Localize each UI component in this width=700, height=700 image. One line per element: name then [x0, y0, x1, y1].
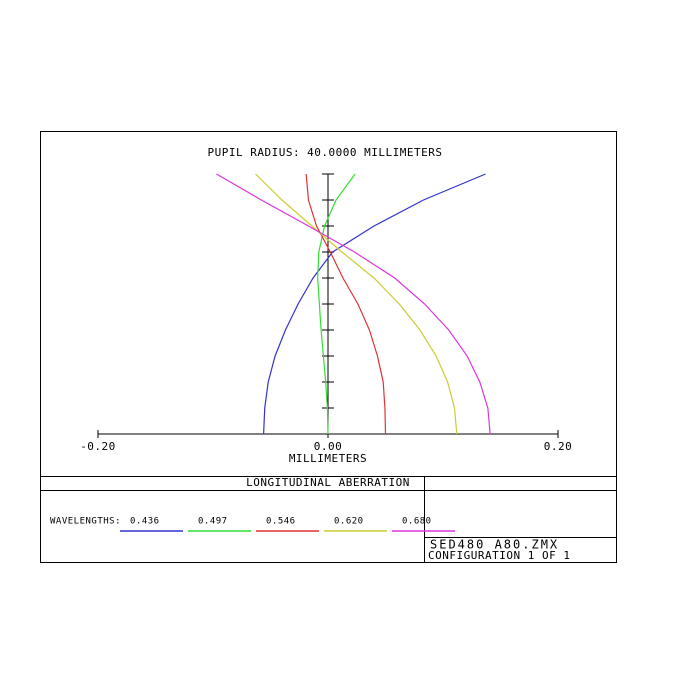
x-axis-label: MILLIMETERS: [289, 452, 367, 465]
legend-entry: 0.436: [130, 517, 160, 527]
configuration: CONFIGURATION 1 OF 1: [428, 549, 570, 562]
legend-entry: 0.680: [402, 517, 432, 527]
legend-entry: 0.620: [334, 517, 364, 527]
legend-label: WAVELENGTHS:: [50, 517, 121, 527]
x-tick-label: 0.00: [314, 440, 343, 453]
aberration-curve: [305, 173, 387, 435]
aberration-curve: [216, 173, 491, 435]
x-tick-label: -0.20: [80, 440, 116, 453]
x-tick-label: 0.20: [544, 440, 573, 453]
aberration-curve: [255, 173, 458, 435]
legend-entry: 0.497: [198, 517, 228, 527]
chart-title: PUPIL RADIUS: 40.0000 MILLIMETERS: [207, 146, 442, 159]
footer-title: LONGITUDINAL ABERRATION: [246, 476, 410, 489]
file-name: SED480 A80.ZMX: [430, 538, 559, 552]
aberration-curve: [317, 173, 356, 435]
legend-entry: 0.546: [266, 517, 296, 527]
aberration-curve: [263, 173, 486, 435]
frame: [40, 131, 617, 563]
